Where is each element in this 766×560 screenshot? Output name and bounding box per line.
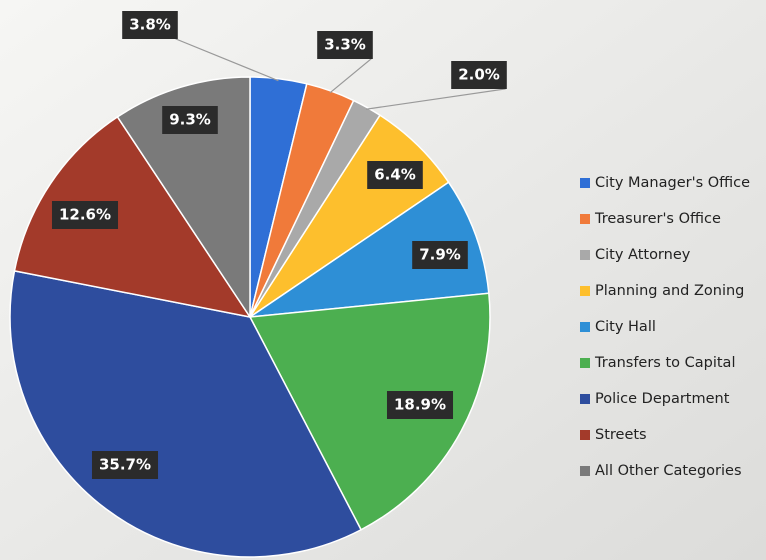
data-label: 12.6%	[51, 201, 119, 229]
legend-label: All Other Categories	[595, 463, 742, 479]
label-box	[451, 61, 507, 89]
data-label-text: 7.9%	[419, 246, 461, 264]
legend-label: City Manager's Office	[595, 175, 750, 191]
data-label-text: 6.4%	[374, 166, 416, 184]
label-box	[51, 201, 119, 229]
data-label-text: 12.6%	[59, 206, 111, 224]
data-label: 18.9%	[386, 391, 454, 419]
data-label: 2.0%	[451, 61, 507, 89]
legend-swatch	[580, 286, 590, 296]
data-label: 7.9%	[412, 241, 468, 269]
legend-swatch	[580, 358, 590, 368]
legend-label: Planning and Zoning	[595, 283, 744, 299]
pie-slice	[13, 115, 252, 319]
label-box	[122, 11, 178, 39]
label-box	[317, 31, 373, 59]
data-label: 9.3%	[162, 106, 218, 134]
data-label-text: 18.9%	[394, 396, 446, 414]
pie-slice	[249, 181, 490, 318]
legend-swatch	[580, 250, 590, 260]
legend-label: City Hall	[595, 319, 656, 335]
label-box	[412, 241, 468, 269]
label-box	[162, 106, 218, 134]
legend-label: Police Department	[595, 391, 730, 407]
data-label-text: 35.7%	[99, 456, 151, 474]
legend-swatch	[580, 394, 590, 404]
legend-swatch	[580, 322, 590, 332]
label-box	[91, 451, 159, 479]
legend-label: Treasurer's Office	[594, 211, 721, 227]
legend-label: City Attorney	[595, 247, 691, 263]
data-label-text: 3.8%	[129, 16, 171, 34]
legend-swatch	[580, 430, 590, 440]
data-label: 35.7%	[91, 451, 159, 479]
legend-label: Transfers to Capital	[594, 355, 735, 371]
data-label: 6.4%	[367, 161, 423, 189]
pie-slice	[116, 76, 251, 320]
data-label: 3.8%	[122, 11, 178, 39]
legend-swatch	[580, 466, 590, 476]
data-label-text: 9.3%	[169, 111, 211, 129]
label-box	[367, 161, 423, 189]
data-label: 3.3%	[317, 31, 373, 59]
label-box	[386, 391, 454, 419]
pie-slice	[248, 292, 491, 531]
data-label-text: 2.0%	[458, 66, 500, 84]
legend-swatch	[580, 178, 590, 188]
legend-label: Streets	[595, 427, 647, 443]
legend-swatch	[580, 214, 590, 224]
data-label-text: 3.3%	[324, 36, 366, 54]
pie-slice	[9, 269, 363, 558]
